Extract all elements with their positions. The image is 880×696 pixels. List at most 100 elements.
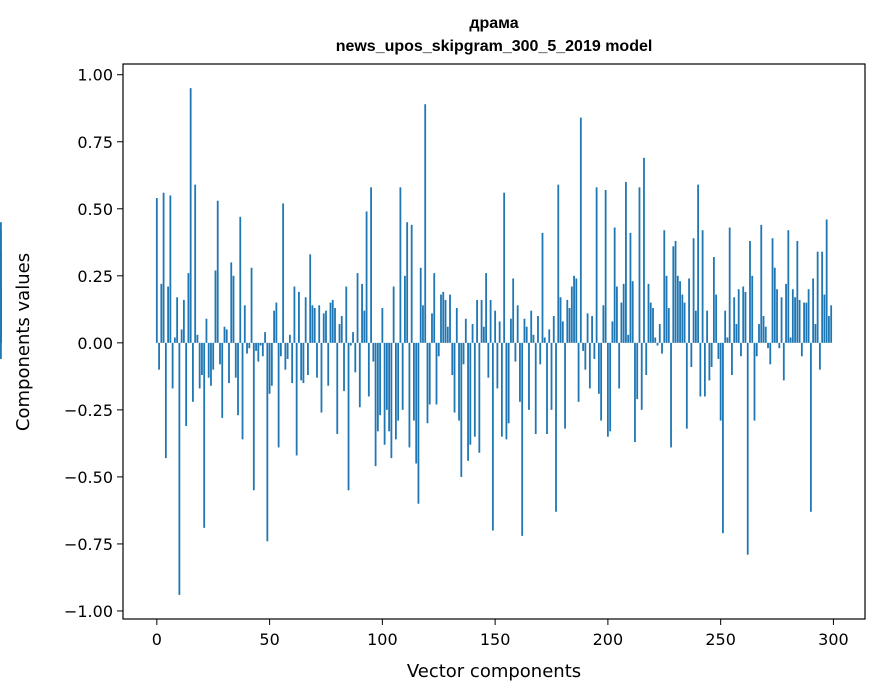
bar-159 [514,342,517,362]
bar-27 [216,200,219,343]
bar-248 [715,294,718,343]
bar-214 [638,187,641,343]
bar-162 [521,342,524,536]
bar-149 [491,342,494,531]
bar-1 [158,342,160,370]
bar-102 [385,342,388,410]
bar-54 [277,342,280,448]
bar-195 [595,187,598,343]
bar-202 [611,321,614,343]
bar-291 [812,278,815,343]
bar-105 [392,286,395,343]
bar-59 [288,334,291,343]
bar-75 [325,310,327,343]
bar-21 [203,342,206,528]
bar-8 [173,337,176,343]
bar-116 [417,342,420,504]
x-tick-label: 100 [367,630,398,649]
bar-82 [340,316,343,343]
bar-201 [609,342,612,432]
bar-254 [728,227,731,343]
bar-135 [460,342,463,477]
bar-118 [422,305,424,343]
bar-158 [512,278,515,343]
bar-144 [480,299,483,343]
bar-166 [530,310,533,343]
bar-123 [433,273,436,343]
bar-185 [573,275,575,343]
bar-28 [219,342,221,365]
bar-207 [622,283,625,343]
bar-219 [649,302,652,343]
bar-191 [586,313,589,343]
bar-230 [674,240,677,343]
bar-25 [212,342,215,370]
y-axis-label: Components values [13,253,34,431]
y-tick-label: 0.00 [77,334,113,353]
bar-15 [189,88,192,343]
bar-155 [505,342,508,440]
bar-5 [167,286,169,343]
bar-62 [295,342,298,456]
bar-71 [316,342,318,378]
bar-56 [282,203,285,343]
bar-216 [643,157,645,343]
bar-154 [503,192,506,343]
bar-31 [225,329,228,343]
bar-131 [451,342,454,376]
bar-58 [286,342,289,359]
bar-14 [187,273,190,343]
bar-29 [221,342,224,418]
bar-187 [577,342,580,402]
bar-72 [318,305,321,343]
bar-24 [210,342,212,386]
bar-43 [252,342,255,491]
bar-55 [279,342,282,357]
x-tick-label: 0 [152,630,162,649]
bar-46 [259,342,262,346]
bar-68 [309,254,312,343]
bar-122 [431,313,433,343]
bar-42 [250,267,253,343]
bar-245 [708,342,711,381]
bar-23 [207,342,210,378]
bar-244 [706,310,709,343]
bar-198 [602,305,605,343]
bar-52 [273,310,275,343]
y-axis-ticks: −1.00 −0.75 −0.50 −0.25 0.00 0.25 0.50 0.75 1.00 [64,66,123,621]
bar-228 [670,342,672,448]
bar-53 [275,302,278,343]
bar-174 [548,329,551,343]
bar-251 [722,342,724,534]
bar-16 [192,342,194,402]
bar-103 [388,342,391,432]
bar-133 [455,307,458,343]
bar-194 [593,342,596,359]
bar-179 [559,297,562,343]
bar-120 [426,342,429,424]
x-tick-label: 300 [818,630,849,649]
bar-139 [469,342,472,445]
bar-271 [767,342,769,349]
bar-186 [575,278,578,343]
bar-250 [719,342,722,421]
bar-129 [446,326,449,343]
x-axis-label: Vector components [407,661,581,682]
bar-81 [338,324,341,343]
bar-140 [471,324,474,343]
bar-280 [787,230,790,343]
bar-152 [498,321,501,343]
bar-220 [652,307,654,343]
bar-266 [755,342,758,357]
bar-196 [597,342,600,394]
bar-282 [791,289,794,343]
bar-229 [672,246,675,343]
bar-66 [304,297,307,343]
bar-85 [347,342,350,491]
bar-157 [510,318,512,343]
bar-132 [453,342,456,413]
bar-17 [194,184,197,343]
bar-94 [367,342,370,397]
bar-260 [742,286,745,343]
bar-110 [404,275,406,343]
